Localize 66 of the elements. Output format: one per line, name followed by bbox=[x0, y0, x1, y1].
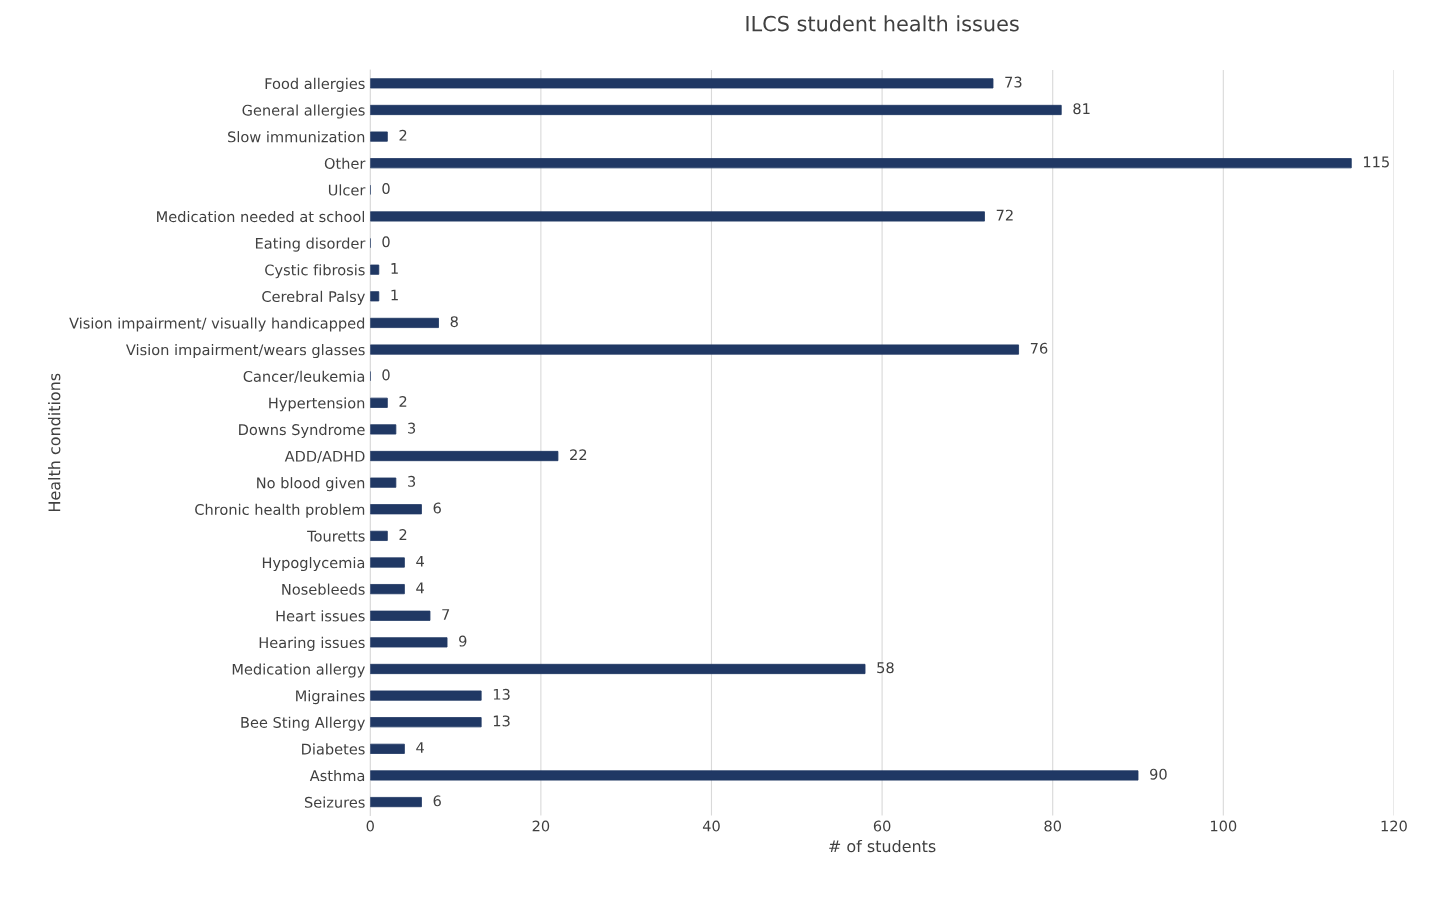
y-tick-label: Touretts bbox=[307, 530, 365, 542]
y-tick-label: Medication allergy bbox=[232, 663, 365, 678]
data-label: 6 bbox=[433, 795, 441, 807]
y-axis-title: Health conditions bbox=[48, 373, 61, 511]
data-label: 22 bbox=[570, 449, 587, 461]
x-axis-title: # of students bbox=[829, 839, 936, 853]
y-tick-label: General allergies bbox=[242, 104, 365, 119]
y-tick-label: Downs Syndrome bbox=[239, 423, 365, 438]
y-tick-label: Heart issues bbox=[276, 610, 365, 622]
y-tick-label: Cerebral Palsy bbox=[262, 290, 365, 305]
data-label: 1 bbox=[391, 263, 398, 274]
data-label: 115 bbox=[1363, 156, 1389, 168]
y-tick-label: Slow immunization bbox=[228, 131, 365, 143]
x-tick-label: 60 bbox=[873, 820, 891, 832]
y-tick-label: Cancer/leukemia bbox=[243, 370, 365, 384]
y-tick-label: Migraines bbox=[296, 690, 365, 705]
data-label: 2 bbox=[399, 129, 407, 141]
y-tick-label: Vision impairment/wears glasses bbox=[126, 344, 365, 359]
x-tick-label: 100 bbox=[1210, 820, 1237, 832]
data-label: 0 bbox=[382, 236, 390, 248]
y-tick-label: Eating disorder bbox=[255, 237, 366, 252]
x-tick-label: 80 bbox=[1044, 820, 1062, 832]
data-label: 1 bbox=[391, 289, 398, 301]
data-label: 4 bbox=[416, 555, 424, 567]
y-tick-label: Vision impairment/ visually handicapped bbox=[69, 317, 365, 332]
y-tick-label: Other bbox=[324, 157, 366, 169]
data-label: 90 bbox=[1150, 768, 1167, 780]
y-tick-label: Chronic health problem bbox=[195, 503, 365, 518]
y-tick-label: Medication needed at school bbox=[157, 210, 365, 223]
y-tick-label: Diabetes bbox=[302, 743, 365, 755]
y-tick-label: Hearing issues bbox=[259, 636, 365, 651]
data-label: 6 bbox=[433, 502, 441, 514]
data-label: 4 bbox=[416, 582, 424, 594]
x-tick-label: 40 bbox=[702, 820, 720, 832]
y-tick-label: ADD/ADHD bbox=[284, 450, 365, 463]
y-tick-label: Asthma bbox=[309, 769, 365, 782]
data-label: 58 bbox=[877, 662, 894, 674]
y-tick-label: Food allergies bbox=[265, 77, 365, 92]
y-tick-label: Seizures bbox=[304, 796, 365, 808]
data-label: 73 bbox=[1005, 76, 1022, 88]
data-label: 13 bbox=[493, 688, 510, 700]
data-label: 4 bbox=[416, 742, 424, 753]
data-label: 7 bbox=[442, 609, 450, 620]
data-label: 72 bbox=[996, 209, 1013, 221]
y-tick-label: Bee Sting Allergy bbox=[241, 716, 365, 731]
data-label: 3 bbox=[408, 422, 416, 434]
data-label: 9 bbox=[459, 635, 467, 647]
x-tick-label: 120 bbox=[1381, 820, 1407, 832]
x-tick-label: 0 bbox=[366, 820, 374, 832]
data-label: 0 bbox=[382, 369, 390, 381]
data-label: 8 bbox=[450, 316, 458, 328]
y-tick-label: Hypoglycemia bbox=[262, 556, 365, 572]
y-tick-label: Ulcer bbox=[328, 184, 366, 196]
x-tick-label: 20 bbox=[532, 820, 550, 832]
data-label: 13 bbox=[493, 715, 510, 727]
y-tick-label: Cystic fibrosis bbox=[265, 264, 365, 279]
chart-title: ILCS student health issues bbox=[746, 15, 1019, 32]
data-label: 81 bbox=[1073, 103, 1090, 115]
data-label: 76 bbox=[1030, 342, 1048, 354]
data-label: 0 bbox=[382, 183, 390, 195]
y-tick-label: No blood given bbox=[257, 477, 365, 492]
y-tick-label: Hypertension bbox=[269, 397, 365, 412]
data-label: 2 bbox=[399, 395, 407, 407]
data-label: 3 bbox=[408, 475, 416, 487]
data-label: 2 bbox=[399, 529, 407, 540]
y-tick-label: Nosebleeds bbox=[282, 583, 365, 595]
